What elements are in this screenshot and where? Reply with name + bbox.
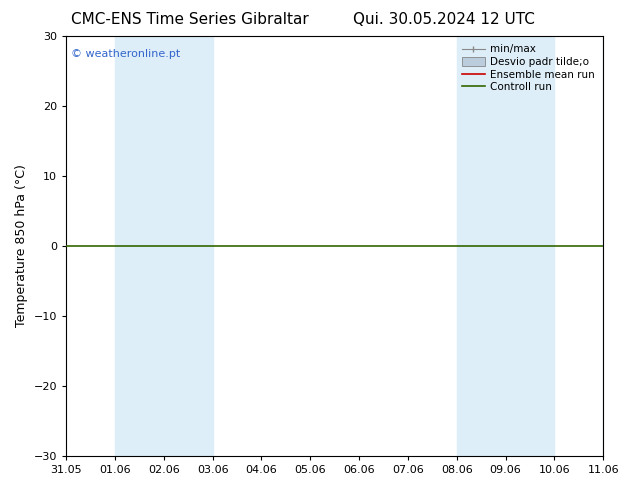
Bar xyxy=(505,36,554,456)
Bar xyxy=(603,36,628,456)
Bar xyxy=(164,36,212,456)
Bar xyxy=(456,36,505,456)
Y-axis label: Temperature 850 hPa (°C): Temperature 850 hPa (°C) xyxy=(15,165,28,327)
Text: CMC-ENS Time Series Gibraltar: CMC-ENS Time Series Gibraltar xyxy=(71,12,309,27)
Legend: min/max, Desvio padr tilde;o, Ensemble mean run, Controll run: min/max, Desvio padr tilde;o, Ensemble m… xyxy=(459,41,598,96)
Bar xyxy=(115,36,164,456)
Text: Qui. 30.05.2024 12 UTC: Qui. 30.05.2024 12 UTC xyxy=(353,12,534,27)
Text: © weatheronline.pt: © weatheronline.pt xyxy=(72,49,181,59)
